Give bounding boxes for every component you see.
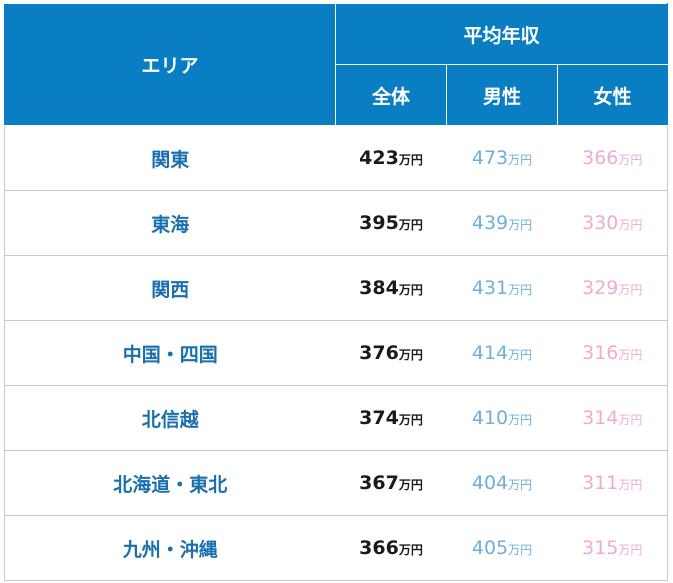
unit-label: 万円 xyxy=(398,283,423,297)
men-salary-cell: 439万円 xyxy=(446,190,558,256)
all-column-header: 全体 xyxy=(335,64,447,126)
all-salary-cell: 384万円 xyxy=(335,255,447,321)
area-column-header: エリア xyxy=(4,3,336,126)
table-row: 九州・沖縄 366万円 405万円 315万円 xyxy=(4,515,668,581)
unit-label: 万円 xyxy=(618,218,643,232)
average-income-group-header: 平均年収 xyxy=(335,3,668,65)
header-row-bottom: 全体 男性 女性 xyxy=(5,64,668,126)
all-salary-cell: 366万円 xyxy=(335,515,447,581)
women-salary-cell: 366万円 xyxy=(557,125,668,191)
unit-label: 万円 xyxy=(618,543,643,557)
men-salary-value: 405 xyxy=(471,537,509,559)
all-salary-cell: 376万円 xyxy=(335,320,447,386)
women-salary-value: 311 xyxy=(582,472,619,494)
unit-label: 万円 xyxy=(508,413,533,427)
women-column-header: 女性 xyxy=(557,64,668,126)
men-column-header: 男性 xyxy=(446,64,558,126)
women-salary-value: 314 xyxy=(582,407,619,429)
header-row-top: エリア 平均年収 xyxy=(4,3,668,126)
men-salary-cell: 473万円 xyxy=(446,125,558,191)
unit-label: 万円 xyxy=(618,478,643,492)
men-salary-value: 410 xyxy=(471,407,509,429)
men-salary-value: 439 xyxy=(471,212,509,234)
area-name: 北海道・東北 xyxy=(4,450,336,516)
men-salary-value: 431 xyxy=(471,277,509,299)
table-row: 北海道・東北 367万円 404万円 311万円 xyxy=(4,450,668,516)
table-body: 関東 423万円 473万円 366万円 東海 395万円 439万円 330万… xyxy=(4,125,668,581)
area-name: 関東 xyxy=(4,125,336,191)
men-salary-cell: 405万円 xyxy=(446,515,558,581)
unit-label: 万円 xyxy=(508,348,533,362)
all-salary-value: 367 xyxy=(359,472,399,494)
area-name: 関西 xyxy=(4,255,336,321)
women-salary-cell: 315万円 xyxy=(557,515,668,581)
table-header: エリア 平均年収 全体 男性 女性 xyxy=(4,3,668,126)
women-salary-value: 330 xyxy=(582,212,619,234)
men-salary-value: 414 xyxy=(471,342,509,364)
women-salary-cell: 314万円 xyxy=(557,385,668,451)
area-name: 九州・沖縄 xyxy=(4,515,336,581)
women-salary-cell: 316万円 xyxy=(557,320,668,386)
unit-label: 万円 xyxy=(508,218,533,232)
all-salary-value: 395 xyxy=(359,212,399,234)
unit-label: 万円 xyxy=(398,413,423,427)
unit-label: 万円 xyxy=(508,543,533,557)
all-salary-value: 374 xyxy=(359,407,399,429)
area-name: 北信越 xyxy=(4,385,336,451)
all-salary-value: 366 xyxy=(359,537,399,559)
women-salary-cell: 330万円 xyxy=(557,190,668,256)
women-salary-value: 316 xyxy=(582,342,619,364)
table-row: 中国・四国 376万円 414万円 316万円 xyxy=(4,320,668,386)
men-salary-value: 404 xyxy=(471,472,509,494)
all-salary-value: 423 xyxy=(359,147,399,169)
table-row: 関西 384万円 431万円 329万円 xyxy=(4,255,668,321)
unit-label: 万円 xyxy=(618,283,643,297)
men-salary-cell: 410万円 xyxy=(446,385,558,451)
table-row: 北信越 374万円 410万円 314万円 xyxy=(4,385,668,451)
men-salary-cell: 414万円 xyxy=(446,320,558,386)
all-salary-cell: 395万円 xyxy=(335,190,447,256)
unit-label: 万円 xyxy=(398,153,423,167)
women-salary-cell: 329万円 xyxy=(557,255,668,321)
table-row: 関東 423万円 473万円 366万円 xyxy=(4,125,668,191)
unit-label: 万円 xyxy=(508,283,533,297)
men-salary-value: 473 xyxy=(471,147,509,169)
men-salary-cell: 404万円 xyxy=(446,450,558,516)
salary-table: エリア 平均年収 全体 男性 女性 関東 423万円 473万円 366万円 東… xyxy=(4,3,668,581)
unit-label: 万円 xyxy=(398,218,423,232)
women-salary-value: 366 xyxy=(582,147,619,169)
all-salary-value: 376 xyxy=(359,342,399,364)
unit-label: 万円 xyxy=(508,478,533,492)
unit-label: 万円 xyxy=(398,478,423,492)
men-salary-cell: 431万円 xyxy=(446,255,558,321)
women-salary-value: 329 xyxy=(582,277,619,299)
unit-label: 万円 xyxy=(618,348,643,362)
unit-label: 万円 xyxy=(618,413,643,427)
women-salary-cell: 311万円 xyxy=(557,450,668,516)
women-salary-value: 315 xyxy=(582,537,619,559)
area-name: 中国・四国 xyxy=(4,320,336,386)
unit-label: 万円 xyxy=(398,543,423,557)
table-row: 東海 395万円 439万円 330万円 xyxy=(4,190,668,256)
all-salary-value: 384 xyxy=(359,277,399,299)
all-salary-cell: 367万円 xyxy=(335,450,447,516)
all-salary-cell: 423万円 xyxy=(335,125,447,191)
unit-label: 万円 xyxy=(398,348,423,362)
unit-label: 万円 xyxy=(508,153,533,167)
all-salary-cell: 374万円 xyxy=(335,385,447,451)
area-name: 東海 xyxy=(4,190,336,256)
unit-label: 万円 xyxy=(618,153,643,167)
